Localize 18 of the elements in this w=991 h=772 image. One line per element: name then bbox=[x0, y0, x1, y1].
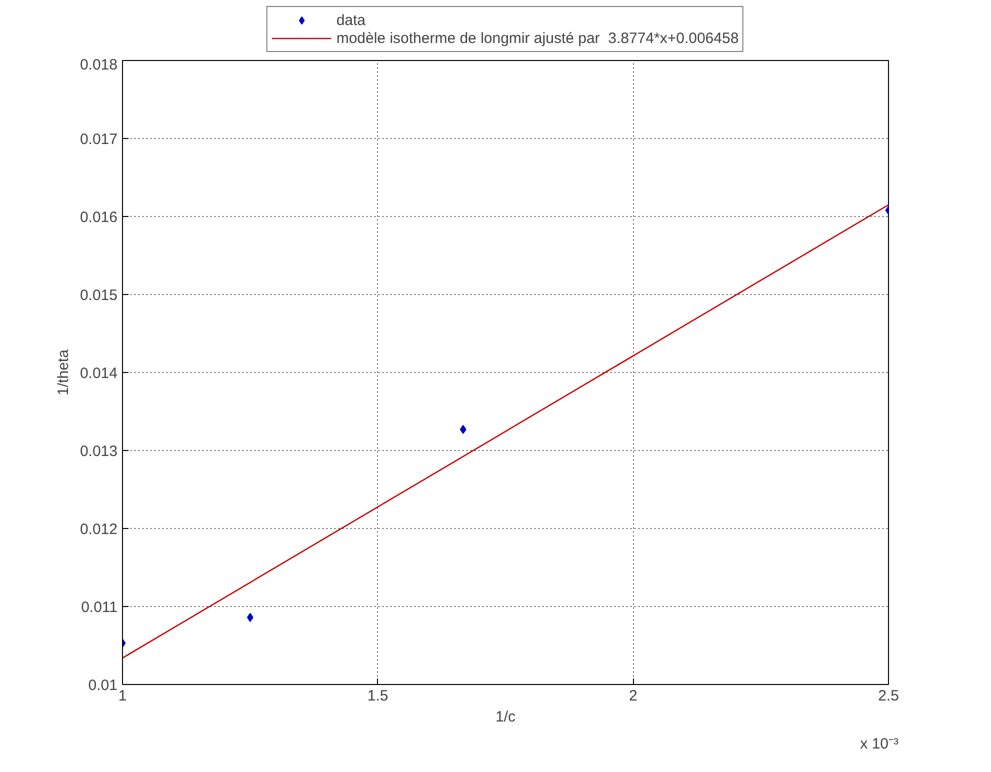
y-tick-label: 0.016 bbox=[80, 209, 118, 226]
y-tick-label: 0.014 bbox=[80, 365, 118, 382]
text: x 10⁻³ bbox=[860, 736, 899, 752]
x-axis-title: 1/c bbox=[495, 708, 516, 726]
y-tick-label: 0.013 bbox=[80, 443, 118, 460]
x-tick-label: 2 bbox=[628, 688, 638, 704]
y-tick-label: 0.017 bbox=[80, 131, 118, 148]
y-tick-label: 0.01 bbox=[88, 677, 118, 694]
y-tick-label: 0.012 bbox=[80, 521, 118, 538]
y-tick-label: 0.018 bbox=[80, 56, 118, 74]
x-tick-label: 2.5 bbox=[878, 688, 899, 704]
y-axis-title: 1/theta bbox=[54, 348, 72, 396]
y-tick-label: 0.011 bbox=[81, 599, 118, 616]
x-tick-label: 1.5 bbox=[367, 688, 388, 704]
legend-label: data bbox=[336, 11, 366, 29]
y-tick-label: 0.015 bbox=[80, 287, 118, 304]
x-tick-label: 1 bbox=[118, 688, 127, 704]
legend-label: modèle isotherme de longmir ajusté par 3.8774*x+0.006458 bbox=[336, 29, 739, 47]
